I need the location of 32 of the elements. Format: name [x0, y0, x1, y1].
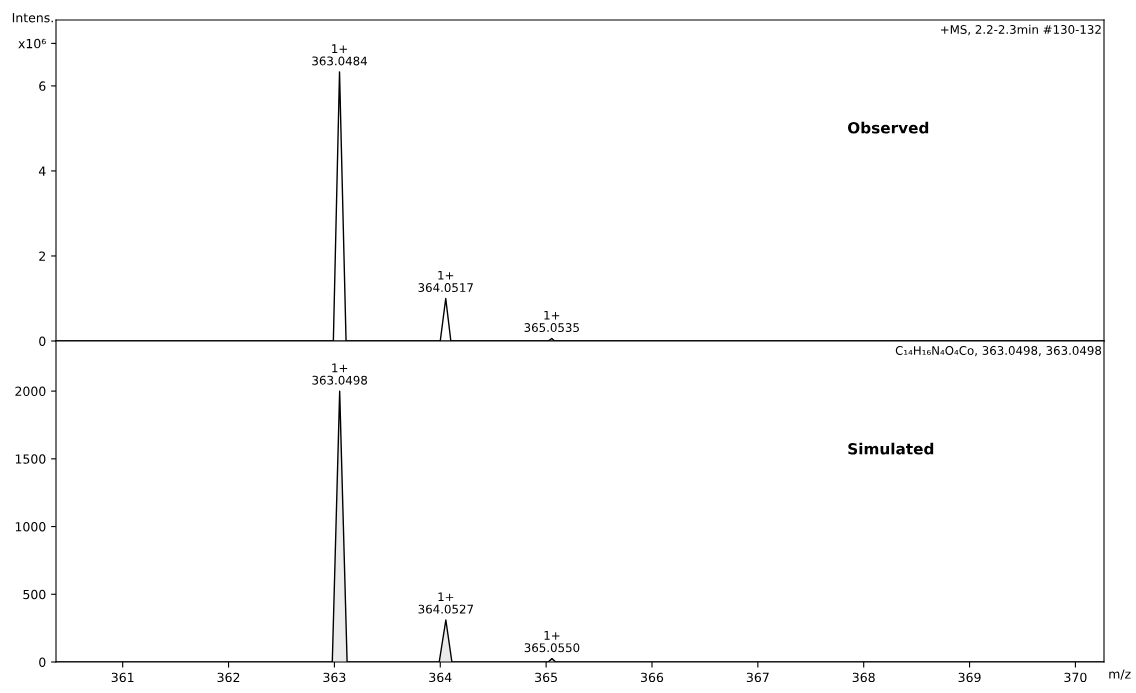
annotation: Simulated — [848, 442, 934, 455]
x-tick-label: 361 — [111, 672, 134, 683]
x-axis-title: m/z — [1109, 669, 1131, 680]
annotation: 1+ 365.0550 — [524, 631, 580, 653]
y-tick-label: 1000 — [15, 522, 46, 532]
x-tick-label: 368 — [852, 672, 875, 683]
x-tick-label: 365 — [535, 672, 557, 683]
y-tick-label: 500 — [23, 589, 46, 600]
y-tick-label: 1500 — [15, 454, 46, 464]
annotation: Observed — [848, 121, 929, 134]
annotation: 1+ 364.0527 — [418, 592, 473, 614]
x-tick-label: 362 — [217, 672, 240, 683]
y-tick-label: 4 — [38, 166, 46, 176]
annotation: +MS, 2.2-2.3min #130-132 — [941, 24, 1101, 36]
x-tick-label: 364 — [429, 672, 452, 683]
x-tick-label: 370 — [1064, 672, 1087, 683]
annotation: 1+ 364.0517 — [418, 270, 473, 293]
annotation: 1+ 363.0498 — [312, 363, 368, 385]
x-tick-label: 367 — [746, 672, 769, 683]
y-tick-label: 6 — [39, 81, 46, 91]
annotation: 1+ 363.0484 — [312, 44, 368, 66]
y-tick-label: 0 — [39, 336, 46, 346]
y-tick-label: x10⁶ — [18, 38, 46, 49]
y-tick-label: 2 — [39, 251, 46, 261]
x-tick-label: 363 — [323, 672, 346, 683]
y-tick-label: 0 — [39, 657, 46, 667]
x-tick-label: 366 — [641, 672, 664, 683]
annotation: 1+ 365.0535 — [524, 310, 579, 332]
annotation: C₁₄H₁₆N₄O₄Co, 363.0498, 363.0498 — [895, 346, 1102, 357]
y-tick-label: 2000 — [15, 386, 46, 397]
x-tick-label: 369 — [958, 672, 981, 683]
y-axis-title: Intens. — [12, 13, 53, 23]
